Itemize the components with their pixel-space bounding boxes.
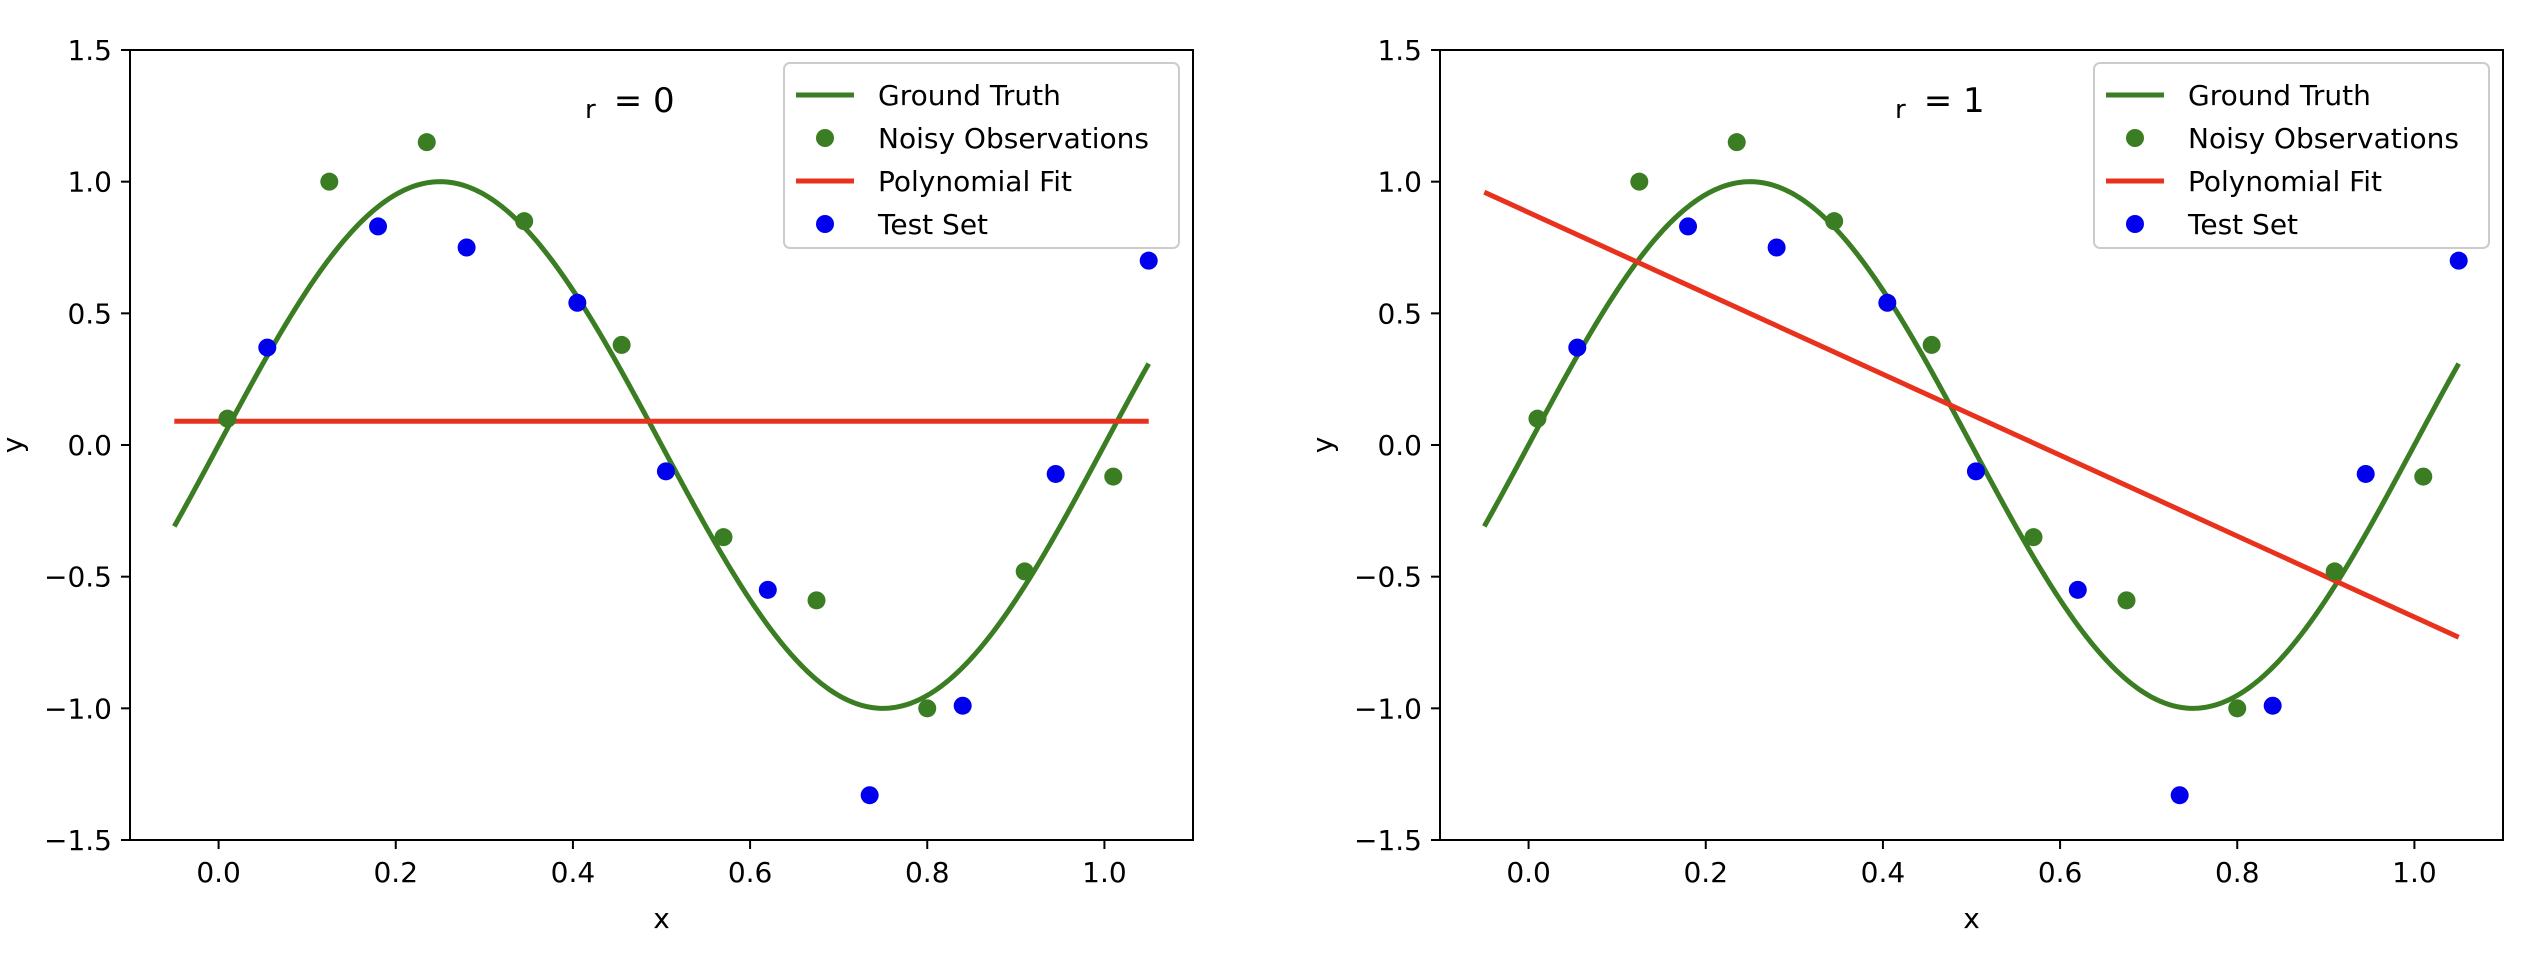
test-point [2068, 580, 2087, 599]
legend-label: Noisy Observations [878, 122, 1149, 155]
legend-label: Test Set [877, 208, 988, 241]
legend-box [783, 62, 1180, 249]
polynomial-fit-line [1483, 189, 2460, 640]
test-point [758, 580, 777, 599]
x-tick-label: 0.0 [196, 856, 241, 889]
test-point [1679, 217, 1698, 236]
legend-label: Ground Truth [878, 79, 1061, 112]
legend-label: Noisy Observations [2188, 122, 2459, 155]
x-axis-label: x [1963, 902, 1980, 935]
noisy-point [1528, 409, 1547, 428]
y-tick-label: 1.5 [1377, 34, 1422, 67]
legend-label: Test Set [2187, 208, 2298, 241]
test-point [2263, 696, 2282, 715]
plot-area [172, 179, 1151, 711]
test-point [1568, 338, 1587, 357]
chart-panel-2: 0.0 0.2 0.4 0.6 0.8 1.0 −1.5 −1.0 −0.5 0.0 0.5 1.0 1… [1306, 34, 2504, 935]
legend: Ground Truth Noisy Observations Polynomial… [2093, 62, 2490, 249]
y-tick-label: 0.0 [1377, 429, 1422, 462]
noisy-point [1727, 133, 1746, 152]
test-point [1767, 238, 1786, 257]
y-tick-label: 0.0 [67, 429, 112, 462]
noisy-point [2414, 467, 2433, 486]
test-point [568, 293, 587, 312]
test-point [953, 696, 972, 715]
noisy-point [515, 212, 534, 231]
x-tick-label: 0.6 [2038, 856, 2083, 889]
test-point [2449, 251, 2468, 270]
noisy-point [218, 409, 237, 428]
noisy-point [2024, 528, 2043, 547]
chart-panel-1: 0.0 0.2 0.4 0.6 0.8 1.0 −1.5 −1.0 −0.5 0.0 0.5 1.0 1… [0, 34, 1194, 935]
test-point [860, 786, 879, 805]
x-tick-label: 0.6 [728, 856, 773, 889]
y-axis-label: y [0, 437, 29, 454]
noisy-point [1015, 562, 1034, 581]
noisy-point [2325, 562, 2344, 581]
plot-area [1482, 179, 2461, 711]
legend-label: Polynomial Fit [878, 165, 1072, 198]
noisy-point [1630, 172, 1649, 191]
legend-box [2093, 62, 2490, 249]
y-tick-label: −1.0 [1354, 692, 1422, 725]
test-point [457, 238, 476, 257]
y-axis-label: y [1306, 437, 1339, 454]
x-tick-label: 0.2 [373, 856, 418, 889]
test-point [2356, 464, 2375, 483]
noisy-point [2117, 591, 2136, 610]
test-point [2170, 786, 2189, 805]
noisy-point [1825, 212, 1844, 231]
noisy-point [1104, 467, 1123, 486]
ground-truth-line [1482, 179, 2461, 711]
legend-marker-swatch [2126, 215, 2144, 233]
y-tick-label: −1.5 [1354, 824, 1422, 857]
legend-label: Ground Truth [2188, 79, 2371, 112]
noisy-point [714, 528, 733, 547]
y-tick-label: −1.5 [44, 824, 112, 857]
y-tick-label: −0.5 [1354, 561, 1422, 594]
y-tick-label: −0.5 [44, 561, 112, 594]
noisy-point [918, 699, 937, 718]
noisy-point [1922, 335, 1941, 354]
x-tick-label: 1.0 [2392, 856, 2437, 889]
y-tick-label: 0.5 [1377, 297, 1422, 330]
x-tick-label: 0.4 [1861, 856, 1906, 889]
noisy-point [2228, 699, 2247, 718]
noisy-point [320, 172, 339, 191]
x-tick-label: 0.8 [2215, 856, 2260, 889]
test-point [369, 217, 388, 236]
regularization-annotation: r = 0 [585, 81, 675, 125]
ground-truth-line [172, 179, 1151, 711]
x-tick-label: 1.0 [1082, 856, 1127, 889]
legend-marker-swatch [2126, 129, 2144, 147]
y-tick-label: 1.0 [67, 166, 112, 199]
test-point [1046, 464, 1065, 483]
legend-marker-swatch [816, 129, 834, 147]
y-tick-label: 1.5 [67, 34, 112, 67]
x-tick-label: 0.0 [1506, 856, 1551, 889]
test-point [258, 338, 277, 357]
test-point [656, 462, 675, 481]
x-tick-label: 0.4 [551, 856, 596, 889]
legend-label: Polynomial Fit [2188, 165, 2382, 198]
test-point [1878, 293, 1897, 312]
noisy-point [612, 335, 631, 354]
y-tick-label: 1.0 [1377, 166, 1422, 199]
test-point [1966, 462, 1985, 481]
x-tick-label: 0.8 [905, 856, 950, 889]
x-axis-label: x [653, 902, 670, 935]
legend-marker-swatch [816, 215, 834, 233]
y-tick-label: −1.0 [44, 692, 112, 725]
legend: Ground Truth Noisy Observations Polynomial… [783, 62, 1180, 249]
y-tick-label: 0.5 [67, 297, 112, 330]
regularization-annotation: r = 1 [1895, 81, 1985, 125]
noisy-point [807, 591, 826, 610]
x-tick-label: 0.2 [1683, 856, 1728, 889]
test-point [1139, 251, 1158, 270]
noisy-point [417, 133, 436, 152]
